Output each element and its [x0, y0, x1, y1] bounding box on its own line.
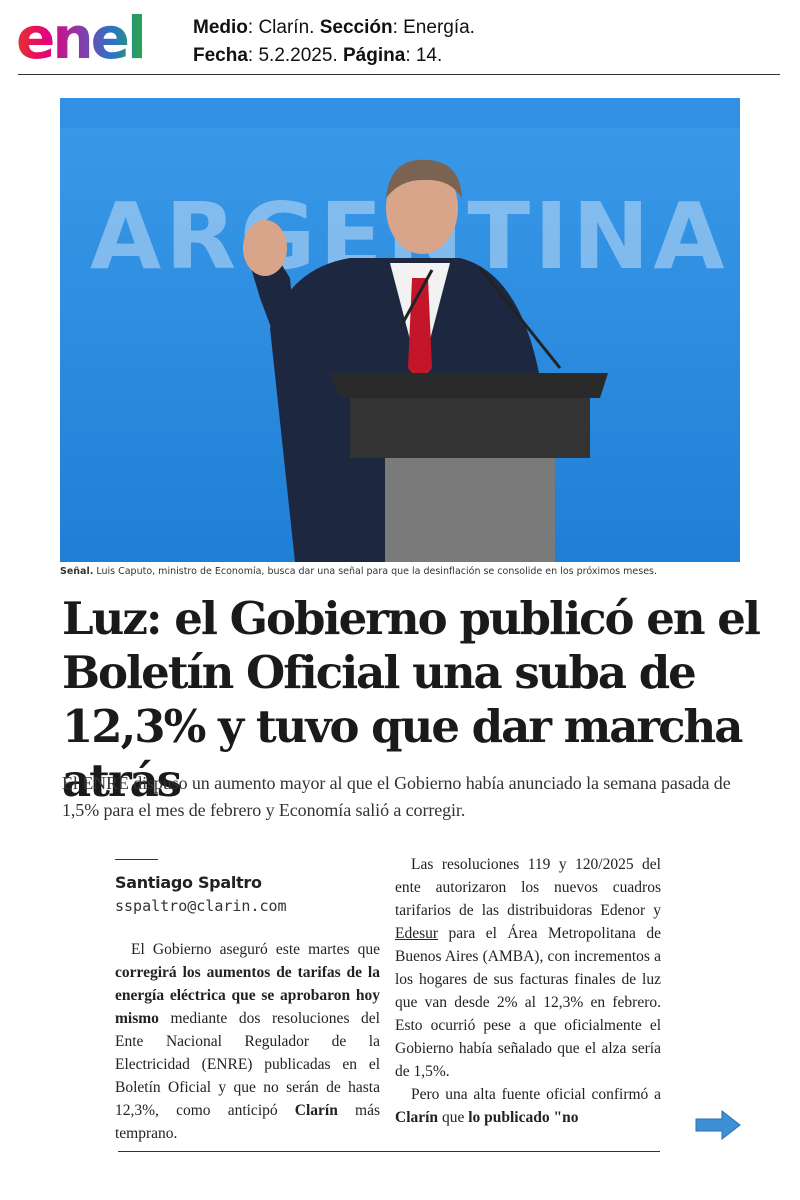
text: El Gobierno aseguró este martes que	[131, 941, 380, 958]
photo: ARGENTINA	[60, 98, 740, 562]
bold-text: Medio	[193, 17, 248, 38]
text: más temprano.	[115, 1102, 380, 1142]
text: Las resoluciones 119 y 120/2025 del ente…	[395, 856, 661, 919]
bold-text: Clarín	[294, 1102, 338, 1119]
bold-text: Fecha	[193, 45, 248, 66]
paragraph: El Gobierno aseguró este martes que corr…	[115, 938, 380, 1145]
text-column: Las resoluciones 119 y 120/2025 del ente…	[395, 853, 661, 1129]
text: Luis Caputo, ministro de Economía, busca…	[93, 566, 658, 577]
bold-text: corregirá los aumentos de tarifas de la …	[115, 964, 380, 1027]
text: Edesur	[395, 925, 439, 942]
text: : Energía.	[392, 17, 475, 38]
author-email: sspaltro@clarin.com	[115, 897, 287, 915]
text: : 14.	[405, 45, 443, 66]
bold-text: Clarín	[395, 1109, 439, 1126]
text: mediante dos resoluciones del Ente Nacio…	[115, 1010, 380, 1119]
paragraph: Pero una alta fuente oficial confirmó a …	[395, 1083, 661, 1129]
text: : 5.2.2025.	[247, 45, 343, 66]
bold-text: Página	[343, 45, 406, 66]
author: Santiago Spaltro	[115, 873, 262, 892]
text-column: El Gobierno aseguró este martes que corr…	[115, 938, 380, 1145]
text: Pero una alta fuente oficial confirmó a	[411, 1086, 661, 1103]
bold-text: lo publicado "no	[468, 1109, 579, 1126]
text: que	[438, 1109, 469, 1126]
divider	[118, 1151, 660, 1152]
text: : Clarín.	[247, 17, 320, 38]
next-arrow[interactable]	[692, 1108, 744, 1142]
logo: enel	[16, 4, 147, 72]
headline: Luz: el Gobierno publicó en el Boletín O…	[62, 592, 761, 807]
divider	[115, 859, 158, 860]
photo-caption: Señal. Luis Caputo, ministro de Economía…	[60, 566, 657, 577]
bold-text: Señal.	[60, 566, 94, 577]
text: para el Área Metropolitana de Buenos Air…	[395, 925, 661, 1080]
paragraph: Las resoluciones 119 y 120/2025 del ente…	[395, 853, 661, 1083]
divider	[18, 74, 780, 75]
bold-text: Sección	[319, 17, 393, 38]
meta-line: Fecha: 5.2.2025. Página: 14.	[193, 45, 442, 67]
subhead: El ENRE dispuso un aumento mayor al que …	[62, 773, 731, 820]
meta-line: Medio: Clarín. Sección: Energía.	[193, 17, 475, 39]
